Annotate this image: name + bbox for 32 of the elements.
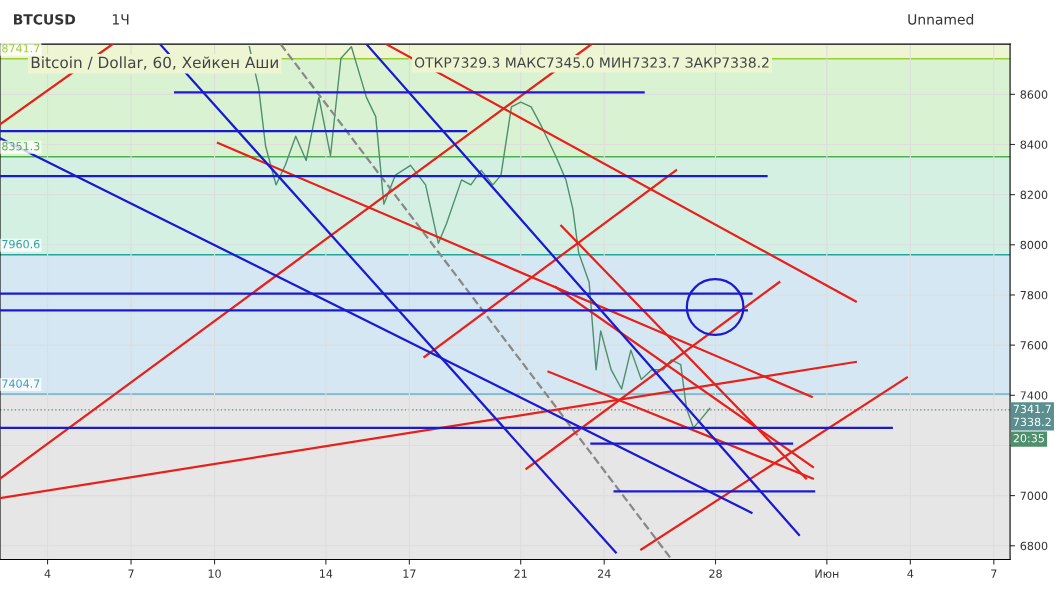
y-tick-label: 6800 — [1020, 541, 1048, 551]
y-tick-label: 7000 — [1020, 491, 1048, 500]
x-tick-label: 7 — [128, 569, 134, 578]
y-tick-label: 8600 — [1020, 90, 1048, 99]
text: 20:35 — [1013, 433, 1044, 443]
y-tick-label: 7400 — [1020, 391, 1048, 400]
ref-line-label: 7404.7 — [2, 379, 40, 388]
ref-line-label: 8351.3 — [2, 141, 40, 151]
y-tick-label: 8000 — [1020, 240, 1048, 250]
x-tick-label: 10 — [208, 569, 221, 578]
ref-line-label: 7341.7 — [1013, 404, 1051, 414]
ref-line-label: 7960.6 — [2, 239, 40, 249]
annotation: ОТКР7329.3 МАКС7345.0 МИН7323.7 ЗАКР7338.2 — [414, 57, 769, 68]
x-tick-label: 4 — [907, 569, 914, 578]
y-tick-label: 8400 — [1020, 140, 1048, 149]
x-tick-label: 4 — [44, 569, 51, 578]
text: BTCUSD — [14, 14, 76, 25]
text: Unnamed — [908, 13, 974, 25]
text: Bitcoin / Dollar, 60, Хейкен Аши — [31, 56, 278, 70]
x-tick-label: 28 — [709, 569, 722, 578]
text: 7338.2 — [1013, 417, 1051, 427]
x-tick-label: 14 — [320, 569, 333, 578]
y-tick-label: 7600 — [1020, 341, 1048, 350]
x-tick-label: Июн — [815, 569, 839, 578]
y-tick-label: 7800 — [1020, 290, 1048, 300]
text: 1Ч — [112, 14, 129, 25]
x-tick-label: 21 — [514, 569, 527, 578]
x-tick-label: 7 — [991, 569, 997, 578]
y-tick-label: 8200 — [1020, 190, 1048, 200]
x-tick-label: 24 — [597, 569, 611, 578]
ref-line-label: 8741.7 — [2, 44, 40, 53]
x-tick-label: 17 — [403, 569, 416, 578]
